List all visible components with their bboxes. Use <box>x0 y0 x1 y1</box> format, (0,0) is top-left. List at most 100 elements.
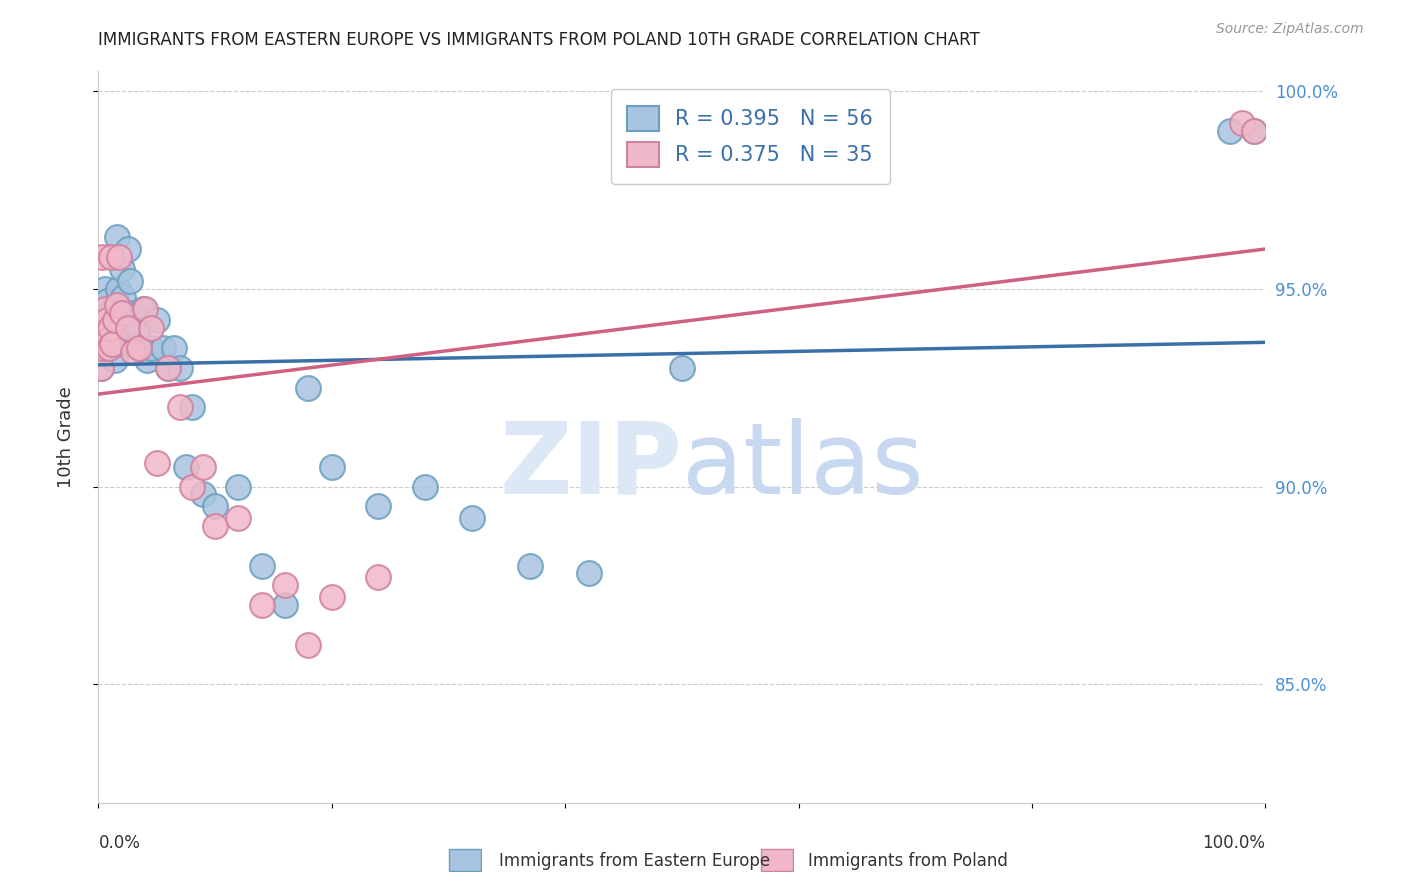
Point <box>90 360 112 375</box>
Point <box>105 230 128 244</box>
Point <box>103 329 125 343</box>
Point <box>93 321 115 335</box>
Point <box>1219 123 1241 137</box>
Point <box>1230 116 1253 130</box>
Point <box>104 313 127 327</box>
Point <box>91 341 114 355</box>
Text: Source: ZipAtlas.com: Source: ZipAtlas.com <box>1216 22 1364 37</box>
Point <box>367 570 389 584</box>
Point <box>108 250 131 264</box>
Point <box>413 479 436 493</box>
Point <box>98 326 121 340</box>
Point <box>90 250 112 264</box>
Point <box>193 459 215 474</box>
Point <box>94 301 117 316</box>
Point <box>94 329 117 343</box>
Point <box>250 598 273 612</box>
Point <box>100 318 122 332</box>
Point <box>132 301 155 316</box>
Point <box>127 321 149 335</box>
Point <box>367 500 389 514</box>
Point <box>1243 123 1265 137</box>
Point <box>671 360 693 375</box>
Point <box>274 598 297 612</box>
Point <box>111 290 134 304</box>
Point <box>157 360 180 375</box>
Point <box>146 456 169 470</box>
Point <box>136 353 159 368</box>
Point <box>139 321 162 335</box>
Point <box>93 301 115 316</box>
Text: 0.0%: 0.0% <box>98 834 141 852</box>
Point <box>128 341 150 355</box>
Point <box>100 250 122 264</box>
Point <box>169 360 191 375</box>
Point <box>104 337 127 351</box>
Point <box>91 321 114 335</box>
Point <box>228 511 250 525</box>
Legend: R = 0.395   N = 56, R = 0.375   N = 35: R = 0.395 N = 56, R = 0.375 N = 35 <box>610 89 890 184</box>
Point <box>104 353 127 368</box>
Point <box>97 310 120 324</box>
Point <box>125 337 148 351</box>
Point <box>117 242 139 256</box>
Point <box>321 459 343 474</box>
Point <box>111 305 134 319</box>
Point <box>297 638 319 652</box>
Point <box>461 511 484 525</box>
Point <box>108 329 131 343</box>
Point <box>578 566 600 581</box>
Point <box>193 487 215 501</box>
Point <box>152 341 174 355</box>
Point <box>105 298 128 312</box>
Point <box>97 341 120 355</box>
Point <box>111 262 134 277</box>
Point <box>180 401 202 415</box>
Point <box>96 313 118 327</box>
Point <box>98 321 121 335</box>
Text: IMMIGRANTS FROM EASTERN EUROPE VS IMMIGRANTS FROM POLAND 10TH GRADE CORRELATION : IMMIGRANTS FROM EASTERN EUROPE VS IMMIGR… <box>98 31 980 49</box>
Point <box>204 519 226 533</box>
Point <box>110 301 132 316</box>
Y-axis label: 10th Grade: 10th Grade <box>56 386 75 488</box>
Point <box>94 282 117 296</box>
Point <box>96 293 118 308</box>
Point <box>90 360 112 375</box>
Point <box>107 282 129 296</box>
Point <box>122 305 145 319</box>
Point <box>104 313 127 327</box>
Point <box>297 381 319 395</box>
Point <box>228 479 250 493</box>
Point <box>274 578 297 592</box>
Point <box>101 337 124 351</box>
Point <box>97 333 120 347</box>
Point <box>250 558 273 573</box>
Point <box>519 558 541 573</box>
Point <box>97 341 120 355</box>
Point <box>204 500 226 514</box>
Point <box>118 274 141 288</box>
Point <box>134 301 156 316</box>
Point <box>97 321 120 335</box>
Text: ZIP: ZIP <box>499 417 682 515</box>
Point <box>174 459 197 474</box>
Text: Immigrants from Eastern Europe: Immigrants from Eastern Europe <box>499 852 770 870</box>
Point <box>98 305 121 319</box>
Point <box>180 479 202 493</box>
Point <box>157 360 180 375</box>
Text: atlas: atlas <box>682 417 924 515</box>
Point <box>101 337 124 351</box>
Text: Immigrants from Poland: Immigrants from Poland <box>808 852 1008 870</box>
Point <box>97 333 120 347</box>
Point <box>321 591 343 605</box>
Point <box>90 341 112 355</box>
Point <box>117 321 139 335</box>
Point <box>163 341 186 355</box>
Point <box>122 345 145 359</box>
Point <box>139 341 162 355</box>
Point <box>94 329 117 343</box>
Point <box>146 313 169 327</box>
Text: 100.0%: 100.0% <box>1202 834 1265 852</box>
Point <box>169 401 191 415</box>
Point <box>96 313 118 327</box>
